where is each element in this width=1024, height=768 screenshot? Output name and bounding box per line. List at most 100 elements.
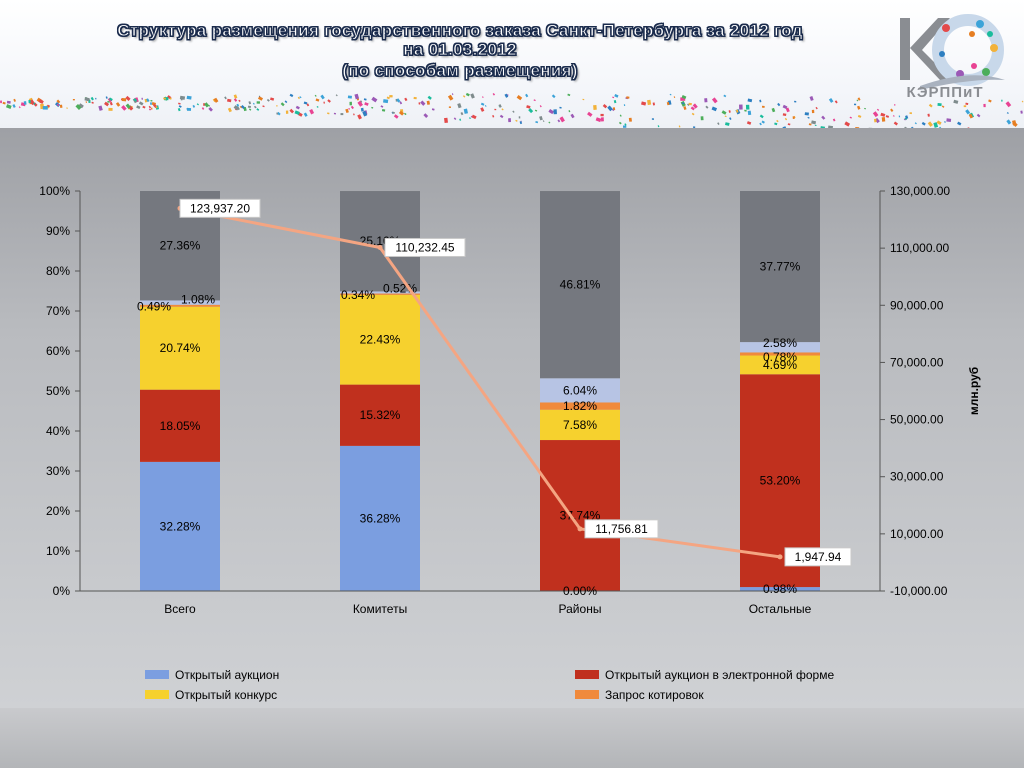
line-value-callout xyxy=(784,547,852,567)
confetti-piece xyxy=(233,94,238,99)
bar-segment-open-auction xyxy=(740,587,820,591)
confetti-piece xyxy=(354,93,360,100)
confetti-piece xyxy=(542,120,545,123)
slide-title-line-2: на 01.03.2012 xyxy=(403,40,517,60)
confetti-piece xyxy=(236,103,240,107)
confetti-piece xyxy=(518,116,521,119)
confetti-piece xyxy=(623,104,626,107)
bar-segment-tender xyxy=(740,355,820,375)
left-tick-label: 40% xyxy=(46,424,70,438)
right-tick-label: -10,000.00 xyxy=(890,584,948,598)
bar-segment-single-supplier xyxy=(740,191,820,343)
confetti-piece xyxy=(782,104,788,110)
confetti-piece xyxy=(568,110,571,113)
confetti-piece xyxy=(448,106,451,109)
confetti-piece xyxy=(252,102,255,105)
confetti-piece xyxy=(983,103,986,108)
confetti-piece xyxy=(1021,100,1024,103)
confetti-piece xyxy=(570,113,575,119)
confetti-piece xyxy=(459,118,462,121)
segment-value-label: 1.82% xyxy=(563,399,597,413)
legend-label: Открытый конкурс xyxy=(175,688,277,702)
confetti-piece xyxy=(744,109,747,112)
confetti-piece xyxy=(968,113,974,119)
confetti-piece xyxy=(965,109,971,115)
confetti-piece xyxy=(1005,101,1012,108)
confetti-piece xyxy=(125,103,131,109)
confetti-piece xyxy=(814,124,817,127)
confetti-piece xyxy=(426,100,431,105)
confetti-piece xyxy=(657,125,660,128)
segment-value-label: 4.69% xyxy=(763,358,797,372)
confetti-piece xyxy=(257,96,264,101)
confetti-piece xyxy=(109,101,113,106)
confetti-piece xyxy=(78,103,84,109)
confetti-piece xyxy=(178,102,181,105)
confetti-piece xyxy=(508,118,512,123)
confetti-piece xyxy=(333,112,337,115)
confetti-piece xyxy=(177,107,181,112)
confetti-piece xyxy=(280,102,285,107)
confetti-piece xyxy=(47,104,51,108)
confetti-piece xyxy=(203,103,206,106)
confetti-piece xyxy=(953,99,959,104)
right-tick-label: 50,000.00 xyxy=(890,413,944,427)
right-tick-label: 70,000.00 xyxy=(890,355,944,369)
confetti-piece xyxy=(548,109,555,115)
bar-segment-public-purchase xyxy=(140,300,220,305)
confetti-piece xyxy=(905,115,909,119)
confetti-piece xyxy=(678,125,681,128)
confetti-piece xyxy=(687,103,690,106)
confetti-piece xyxy=(256,108,260,111)
confetti-piece xyxy=(457,103,462,109)
confetti-piece xyxy=(309,109,315,115)
confetti-piece xyxy=(453,117,457,121)
confetti-piece xyxy=(399,101,403,105)
confetti-piece xyxy=(196,103,199,106)
confetti-piece xyxy=(828,97,834,103)
segment-labels-layer: 32.28% 18.05% 20.74% 0.49% 1.08% 27.36% 36.28%… xyxy=(137,234,801,598)
bar-segment-public-purchase xyxy=(340,291,420,294)
confetti-piece xyxy=(821,115,826,120)
confetti-piece xyxy=(357,100,364,107)
right-tick-label: 30,000.00 xyxy=(890,470,944,484)
right-tick-label: 10,000.00 xyxy=(890,527,944,541)
confetti-piece xyxy=(903,118,906,121)
confetti-piece xyxy=(834,100,838,104)
segment-value-label: 0.34% xyxy=(341,288,375,302)
confetti-piece xyxy=(876,108,880,111)
bar-segment-e-auction xyxy=(540,440,620,591)
confetti-piece xyxy=(256,101,260,104)
confetti-piece xyxy=(142,105,146,109)
confetti-piece xyxy=(525,93,529,98)
confetti-piece xyxy=(431,108,435,111)
bar-segment-e-auction xyxy=(140,389,220,462)
confetti-piece xyxy=(963,105,967,108)
confetti-piece xyxy=(23,101,27,105)
confetti-piece xyxy=(849,116,852,119)
confetti-piece xyxy=(125,95,131,102)
confetti-piece xyxy=(121,105,127,111)
confetti-piece xyxy=(150,102,152,105)
confetti-piece xyxy=(941,105,945,108)
confetti-piece xyxy=(892,115,895,117)
confetti-piece xyxy=(349,101,352,106)
category-label: Комитеты xyxy=(353,602,407,616)
confetti-piece xyxy=(794,100,797,103)
confetti-piece xyxy=(624,123,627,126)
confetti-piece xyxy=(350,105,354,110)
confetti-piece xyxy=(253,105,257,109)
confetti-piece xyxy=(717,122,720,125)
confetti-piece xyxy=(266,98,270,102)
confetti-piece xyxy=(294,110,300,115)
legend: Открытый аукцион Открытый аукцион в элект… xyxy=(145,668,834,702)
segment-value-label: 27.36% xyxy=(160,239,201,253)
confetti-piece xyxy=(186,107,192,111)
confetti-piece xyxy=(539,116,543,121)
confetti-piece xyxy=(881,116,886,122)
confetti-piece xyxy=(611,108,615,112)
confetti-piece xyxy=(224,96,227,100)
line-value-callout xyxy=(384,237,466,257)
confetti-piece xyxy=(623,125,627,128)
confetti-piece xyxy=(647,99,652,106)
